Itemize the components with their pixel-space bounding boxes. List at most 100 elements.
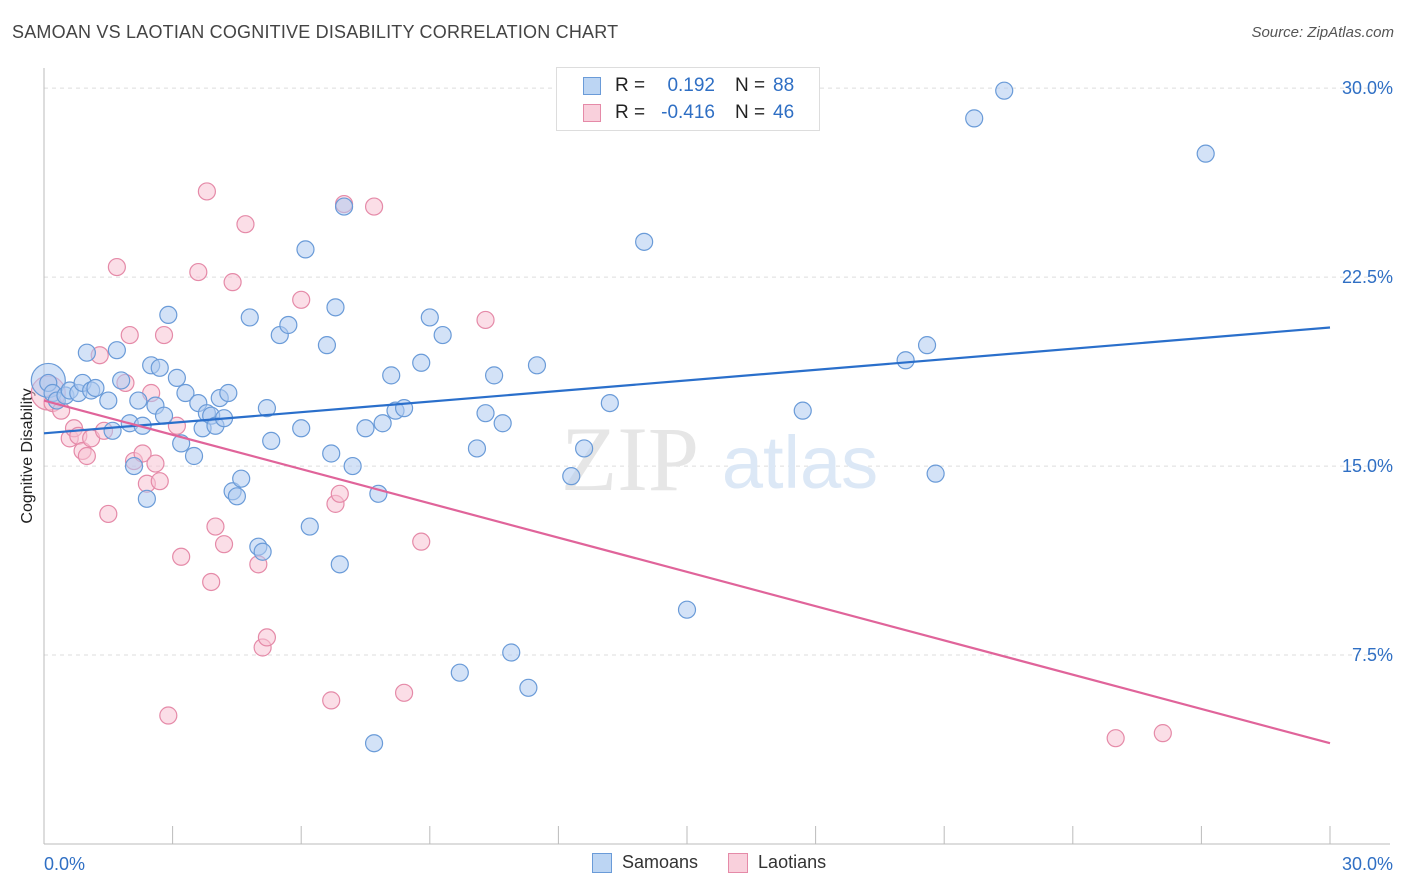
samoans-point (356, 419, 375, 438)
laotians-point (236, 215, 255, 234)
axes (43, 68, 1390, 845)
samoans-point (112, 371, 131, 390)
samoans-point (519, 678, 538, 697)
samoans-point (184, 446, 204, 466)
laotians-point (120, 325, 139, 345)
samoans-point (562, 467, 581, 486)
samoans-point (137, 489, 156, 508)
chart-title: SAMOAN VS LAOTIAN COGNITIVE DISABILITY C… (12, 22, 619, 42)
legend-r-label: R = (615, 75, 646, 96)
watermark-atlas: atlas (722, 421, 878, 504)
legend-n-label: N = (735, 102, 766, 123)
samoans-point (343, 456, 362, 476)
samoans-point (917, 336, 937, 355)
legend-n-value-laotians: 46 (773, 102, 795, 123)
watermark: ZIP atlas (561, 408, 878, 510)
samoans-point (412, 353, 431, 372)
samoans-point (1196, 144, 1215, 163)
samoans-point (382, 366, 401, 385)
laotians-point (154, 325, 174, 345)
laotians-point (330, 484, 349, 503)
laotians-point (214, 535, 234, 554)
laotians-point (197, 182, 216, 201)
samoans-point (322, 444, 341, 463)
samoans-point (296, 240, 315, 259)
samoans-point (493, 414, 512, 433)
legend-item-laotians[interactable]: Laotians (728, 852, 826, 873)
samoans-point (107, 341, 126, 360)
samoans-point (253, 542, 272, 561)
samoans-point (227, 487, 246, 506)
samoans-point (334, 197, 354, 216)
laotians-point (476, 310, 495, 330)
samoans-point (150, 358, 169, 377)
legend-swatch-laotians (728, 852, 749, 873)
samoans-point (257, 399, 277, 418)
samoans-point (317, 336, 337, 355)
laotians-point (322, 691, 341, 710)
legend-label-laotians: Laotians (758, 852, 827, 872)
samoans-point (527, 356, 547, 375)
samoans-point (99, 391, 118, 410)
samoans-point (154, 406, 174, 425)
laotians-point (172, 547, 191, 566)
laotians-point (257, 628, 277, 647)
samoans-point (232, 469, 251, 488)
laotians-point (99, 504, 118, 524)
y-tick-label: 7.5% (1352, 645, 1393, 665)
legend-r-value-samoans: 0.192 (667, 75, 715, 96)
laotians-point (146, 454, 165, 473)
legend-r-value-laotians: -0.416 (661, 102, 715, 123)
trend-lines (43, 326, 1331, 745)
samoans-point (485, 366, 504, 385)
laotians-point (189, 262, 208, 282)
legend-row-laotians: R = -0.416 N = 46 (583, 101, 794, 125)
samoans-point (965, 109, 984, 128)
samoans-point (176, 383, 195, 403)
laotians-point (150, 472, 169, 491)
legend-item-samoans[interactable]: Samoans (592, 852, 698, 873)
legend-swatch-samoans (592, 852, 612, 873)
laotians-point (1153, 724, 1172, 743)
samoans-point (326, 298, 345, 317)
samoans-point (124, 456, 144, 476)
x-tick-label: 0.0% (44, 854, 85, 874)
source-label: Source: ZipAtlas.com (1251, 24, 1394, 41)
laotians-point (206, 517, 225, 536)
samoans-point (677, 600, 697, 619)
samoans-point (262, 431, 281, 450)
samoans-point (279, 315, 298, 335)
tick-labels: 7.5% 15.0% 22.5% 30.0% 0.0% 30.0% (44, 78, 1393, 874)
laotians-point (292, 290, 311, 309)
y-tick-label: 30.0% (1342, 78, 1393, 98)
samoans-point (793, 401, 812, 420)
samoans-point (600, 393, 619, 413)
legend-n-label: N = (735, 75, 766, 96)
samoans-point (292, 419, 311, 438)
watermark-zip: ZIP (561, 408, 699, 510)
legend-swatch-samoans (583, 77, 601, 95)
samoans-point (159, 305, 178, 325)
samoans-point (77, 343, 96, 362)
laotians-point (77, 446, 96, 466)
samoans-point (635, 232, 654, 251)
stats-legend: R = 0.192 N = 88 R = -0.416 N = 46 (556, 67, 820, 131)
grid-lines (44, 87, 1390, 656)
legend-label-samoans: Samoans (622, 852, 699, 872)
y-tick-label: 15.0% (1342, 456, 1393, 476)
samoans-point (86, 378, 105, 398)
samoans-trend-line (43, 326, 1331, 435)
samoans-point (476, 404, 495, 423)
series-legend: Samoans Laotians (592, 852, 856, 873)
laotians-point (1106, 729, 1125, 748)
laotians-point (159, 706, 178, 725)
laotians-point (223, 273, 242, 292)
samoans-point (300, 517, 319, 536)
legend-r-label: R = (615, 102, 646, 123)
laotians-point (133, 444, 152, 463)
samoans-point (926, 464, 945, 483)
samoans-point (129, 391, 148, 410)
laotians-trend-line (43, 399, 1331, 745)
samoans-point (502, 643, 521, 662)
